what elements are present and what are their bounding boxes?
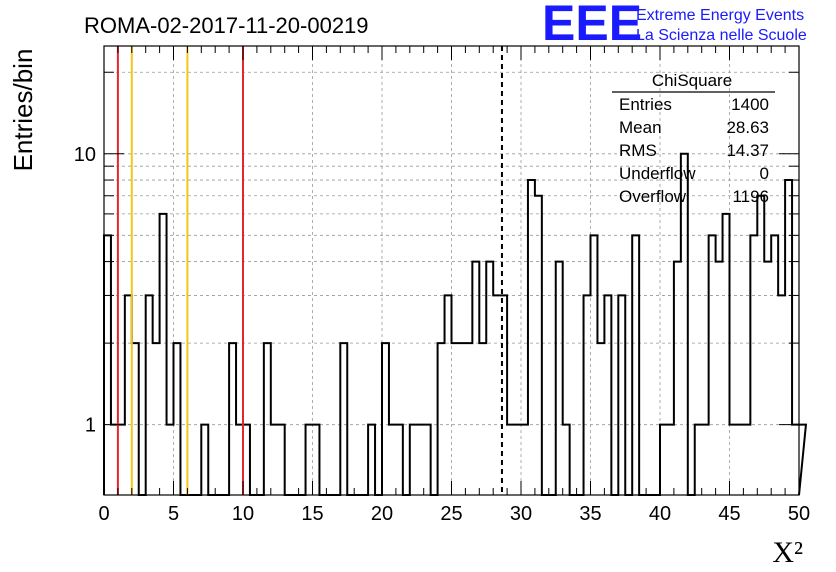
grid bbox=[104, 46, 799, 495]
x-tick-label: 30 bbox=[510, 503, 532, 525]
x-tick-label: 25 bbox=[440, 503, 462, 525]
stats-value: 1196 bbox=[732, 187, 769, 206]
stats-label: Entries bbox=[619, 95, 672, 114]
histogram bbox=[103, 152, 808, 496]
stats-value: 0 bbox=[760, 164, 769, 183]
logo-line-2: La Scienza nelle Scuole bbox=[636, 27, 807, 44]
x-tick-label: 5 bbox=[168, 503, 179, 525]
eee-logo-mark: EEE bbox=[542, 0, 642, 51]
reference-lines bbox=[116, 46, 503, 495]
stats-value: 28.63 bbox=[726, 118, 769, 137]
logo-line-1: Extreme Energy Events bbox=[636, 7, 804, 24]
axis-ticks bbox=[103, 46, 800, 495]
stats-value: 14.37 bbox=[726, 141, 769, 160]
y-tick-label: 1 bbox=[85, 415, 96, 437]
x-tick-label: 35 bbox=[579, 503, 601, 525]
x-axis-label: X² bbox=[772, 536, 803, 569]
x-tick-label: 40 bbox=[649, 503, 671, 525]
stats-label: RMS bbox=[619, 141, 657, 160]
stats-label: Mean bbox=[619, 118, 662, 137]
y-tick-label: 10 bbox=[74, 144, 96, 166]
stats-box-name: ChiSquare bbox=[652, 71, 732, 90]
x-tick-label: 50 bbox=[788, 503, 810, 525]
eee-logo: EEE Extreme Energy Events La Scienza nel… bbox=[542, 0, 807, 51]
stats-box: ChiSquare Entries 1400 Mean 28.63 RMS 14.37 Un… bbox=[612, 71, 775, 206]
stats-label: Overflow bbox=[619, 187, 687, 206]
stats-value: 1400 bbox=[731, 95, 769, 114]
x-tick-label: 20 bbox=[371, 503, 393, 525]
y-axis-label: Entries/bin bbox=[8, 49, 38, 172]
stats-label: Underflow bbox=[619, 164, 696, 183]
histogram-step-line bbox=[103, 152, 808, 496]
chart-title: ROMA-02-2017-11-20-00219 bbox=[84, 13, 369, 38]
x-tick-label: 15 bbox=[301, 503, 323, 525]
tick-labels: 0 5 10 15 20 25 30 35 40 45 50 1 10 bbox=[74, 144, 810, 525]
x-tick-label: 45 bbox=[718, 503, 740, 525]
x-tick-label: 10 bbox=[232, 503, 254, 525]
x-tick-label: 0 bbox=[98, 503, 109, 525]
